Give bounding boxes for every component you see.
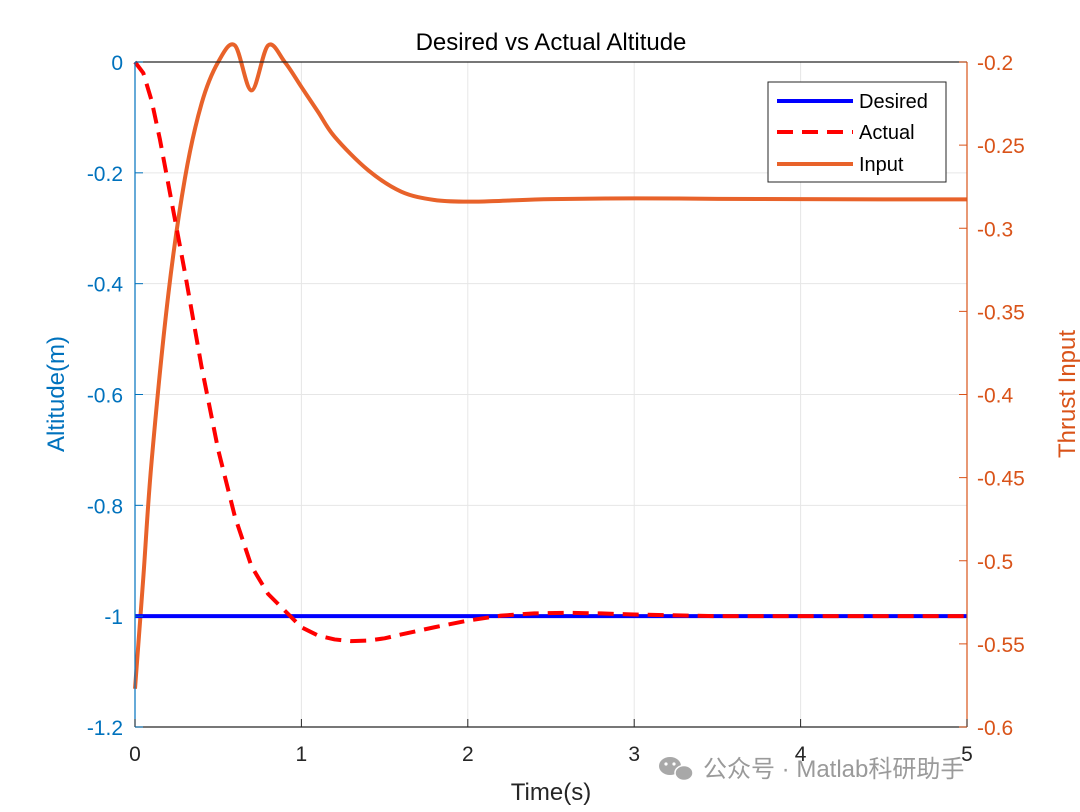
x-tick-label: 0 [129,743,141,766]
y-right-tick-label: -0.3 [977,218,1013,241]
x-tick-label: 1 [296,743,308,766]
y-right-tick-label: -0.55 [977,634,1025,657]
y-left-tick-label: -0.4 [87,274,124,297]
y-right-tick-label: -0.6 [977,717,1013,740]
legend: Desired Actual Input [767,81,947,183]
series-line-input [133,42,968,689]
y-left-tick-label: -1 [104,606,123,629]
legend-label-input: Input [859,154,904,176]
y-right-tick-label: -0.5 [977,551,1013,574]
legend-label-actual: Actual [859,122,915,144]
x-axis-label: Time(s) [511,779,591,806]
ticks: 0 1 2 3 4 5 0 -0.2 -0.4 -0.6 -0.8 -1 -1.2 -0.2 -0.25 -0… [87,52,1025,766]
y-right-tick-label: -0.2 [977,52,1013,75]
y-right-tick-label: -0.4 [977,385,1014,408]
chart-title: Desired vs Actual Altitude [416,29,687,56]
wechat-icon [659,757,694,782]
watermark: 公众号 · Matlab科研助手 [659,756,964,783]
grid [134,61,968,728]
y-axis-label-right: Thrust Input [1054,330,1080,458]
y-left-tick-label: -0.8 [87,495,123,518]
watermark-text: 公众号 · Matlab科研助手 [703,756,964,783]
y-axis-label-left: Altitude(m) [43,336,70,452]
x-tick-label: 5 [961,743,973,766]
x-tick-label: 3 [628,743,640,766]
y-left-tick-label: 0 [111,52,123,75]
y-right-tick-label: -0.25 [977,135,1025,158]
legend-label-desired: Desired [859,91,928,113]
y-left-tick-label: -0.2 [87,163,123,186]
x-tick-label: 4 [795,743,807,766]
y-left-tick-label: -1.2 [87,717,123,740]
y-right-tick-label: -0.45 [977,468,1025,491]
series-layer [133,42,968,689]
y-right-tick-label: -0.35 [977,301,1025,324]
y-left-tick-label: -0.6 [87,385,123,408]
series-line-actual [133,60,967,644]
x-tick-label: 2 [462,743,474,766]
